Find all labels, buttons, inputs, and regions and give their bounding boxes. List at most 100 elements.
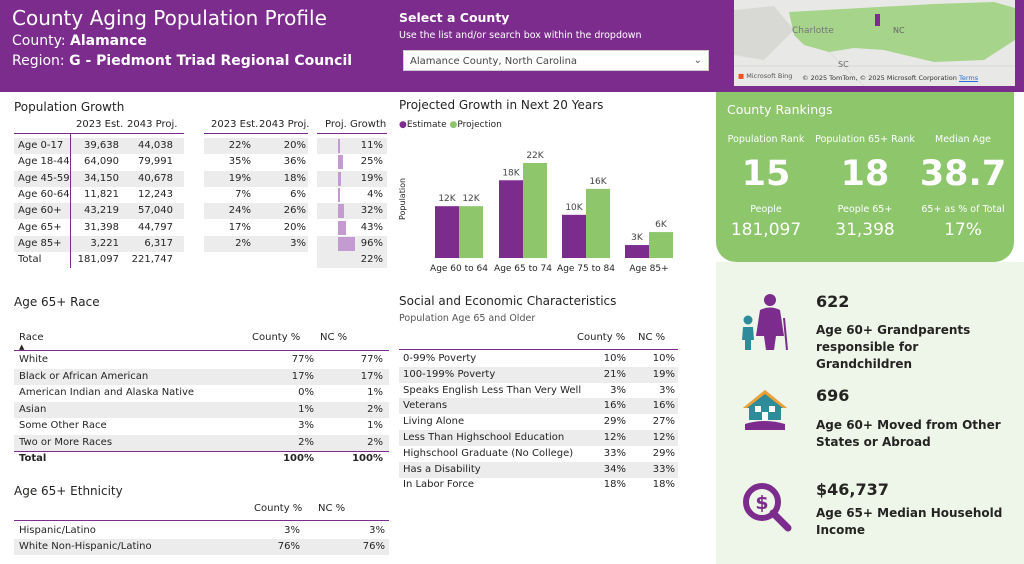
social-header-nc: NC % <box>638 332 666 343</box>
social-row-county: 21% <box>603 368 626 380</box>
county-value: Alamance <box>70 33 147 49</box>
growth-header-proj: 2043 Proj. <box>127 119 178 130</box>
growth-header-pct-est: 2023 Est. <box>211 119 259 130</box>
income-number: $46,737 <box>816 480 889 499</box>
ranking-label: Population Rank <box>727 134 805 145</box>
growth-title: Population Growth <box>14 100 125 114</box>
race-row-nc: 77% <box>360 354 383 365</box>
map-terms-link[interactable]: Terms <box>958 74 979 82</box>
moved-number: 696 <box>816 386 850 405</box>
race-row-county: 0% <box>298 387 314 398</box>
social-row-county: 10% <box>603 353 626 364</box>
race-row-nc: 1% <box>367 387 383 398</box>
chart-bar-estimate[interactable] <box>499 180 523 258</box>
growth-total-proj: 221,747 <box>131 254 173 266</box>
region-label: Region: <box>12 53 70 69</box>
growth-total-growth: 22% <box>360 254 383 266</box>
county-dropdown[interactable]: Alamance County, North Carolina ⌄ <box>403 50 709 71</box>
ranking-value: 181,097 <box>730 220 802 240</box>
race-row-county: 1% <box>298 403 314 415</box>
income-icon: $ <box>743 483 792 532</box>
race-row-nc: 1% <box>367 420 383 431</box>
growth-row-pct-est: 7% <box>235 188 251 200</box>
growth-bar <box>338 220 346 235</box>
chart-bar-estimate[interactable] <box>625 245 649 258</box>
ranking-value: 17% <box>944 220 982 240</box>
chart-data-label: 6K <box>655 220 668 230</box>
map-panel: Charlotte NC SC ■ Microsoft Bing © 2025 … <box>716 0 1024 92</box>
social-row-name: 100-199% Poverty <box>403 368 496 380</box>
growth-row-label: Age 45-59 <box>18 172 70 184</box>
ranking-value: 31,398 <box>835 220 895 240</box>
race-row-name: White <box>19 354 49 365</box>
chart-bar-projection[interactable] <box>459 206 483 258</box>
income-desc: Age 65+ Median Household Income <box>816 506 1003 537</box>
chart-category-label: Age 60 to 64 <box>430 264 488 274</box>
ethnicity-row-nc: 76% <box>362 541 385 552</box>
county-dropdown-value: Alamance County, North Carolina <box>410 56 578 67</box>
chart-data-label: 3K <box>631 233 644 243</box>
growth-row-pct-est: 24% <box>228 205 251 217</box>
growth-row-proj: 6,317 <box>144 237 173 249</box>
growth-bar <box>338 236 356 251</box>
growth-row-growth: 43% <box>360 221 383 233</box>
sort-ascending-icon[interactable]: ▲ <box>19 343 25 351</box>
growth-row-label: Age 60+ <box>18 205 62 217</box>
ethnicity-row-nc: 3% <box>369 525 385 536</box>
social-row-county: 34% <box>603 463 626 475</box>
social-row-county: 3% <box>610 384 626 396</box>
social-row-name: Living Alone <box>403 416 465 428</box>
county-label: County: <box>12 33 71 49</box>
chart-bar-projection[interactable] <box>649 232 673 258</box>
chart-bar-projection[interactable] <box>586 188 610 258</box>
header-banner: County Aging Population Profile County: … <box>0 0 716 92</box>
chart-category-label: Age 75 to 84 <box>557 264 615 274</box>
race-row-county: 2% <box>298 436 314 448</box>
growth-row-growth: 32% <box>360 205 383 217</box>
growth-row-proj: 40,678 <box>138 172 173 184</box>
chart-ylabel: Population <box>398 178 407 220</box>
race-row-nc: 17% <box>360 370 383 382</box>
growth-row-growth: 19% <box>360 172 383 184</box>
growth-row-label: Age 65+ <box>18 221 62 233</box>
chart-bar-estimate[interactable] <box>435 206 459 258</box>
social-row-nc: 33% <box>652 463 675 475</box>
growth-total-est: 181,097 <box>77 254 119 266</box>
growth-row-proj: 44,797 <box>138 221 173 233</box>
growth-row-label: Age 0-17 <box>18 140 64 151</box>
growth-row-pct-proj: 26% <box>283 205 306 217</box>
chevron-down-icon[interactable]: ⌄ <box>693 55 702 66</box>
race-total-name: Total <box>19 453 47 464</box>
social-row-nc: 29% <box>652 447 675 459</box>
page-title: County Aging Population Profile <box>12 6 327 30</box>
rankings-title: County Rankings <box>727 102 833 117</box>
growth-row-est: 39,638 <box>84 140 119 151</box>
race-row-nc: 2% <box>367 403 383 415</box>
race-header-county: County % <box>252 332 301 343</box>
chart-bar-estimate[interactable] <box>562 214 586 258</box>
growth-row-est: 34,150 <box>84 172 119 184</box>
social-row-county: 29% <box>603 416 626 428</box>
race-row-county: 77% <box>291 354 314 365</box>
social-header-county: County % <box>577 332 626 343</box>
chart-data-label: 12K <box>438 194 456 204</box>
ranking-big-value: 15 <box>741 154 791 194</box>
social-row-nc: 10% <box>652 353 675 364</box>
race-total-nc: 100% <box>352 453 383 464</box>
nc-state-shape <box>789 2 1015 62</box>
race-row-name: Asian <box>19 403 47 415</box>
growth-bar <box>338 171 342 186</box>
growth-row-proj: 57,040 <box>138 205 173 217</box>
chart-bar-projection[interactable] <box>523 163 547 258</box>
ethnicity-row-county: 3% <box>284 525 300 536</box>
growth-row-pct-proj: 20% <box>283 140 306 151</box>
county-map[interactable]: Charlotte NC SC ■ Microsoft Bing © 2025 … <box>734 0 1015 86</box>
county-line: County: Alamance <box>12 33 147 49</box>
growth-bar <box>338 187 340 202</box>
growth-total-label: Total <box>18 254 42 266</box>
growth-row-pct-est: 17% <box>228 221 251 233</box>
social-row-name: Speaks English Less Than Very Well <box>403 384 582 396</box>
growth-row-est: 31,398 <box>84 221 119 233</box>
growth-row-est: 3,221 <box>90 237 119 249</box>
ethnicity-header-county: County % <box>254 503 303 514</box>
